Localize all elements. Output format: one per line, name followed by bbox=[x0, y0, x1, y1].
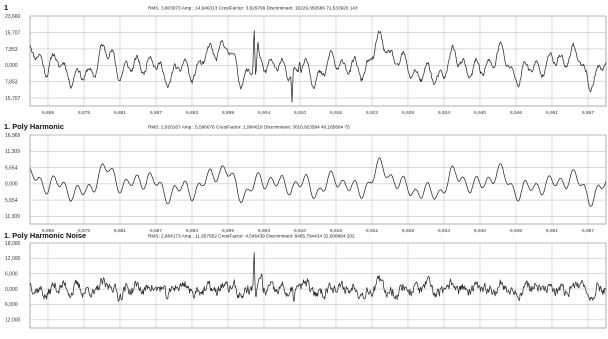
y-tick-label: 0,000 bbox=[5, 182, 18, 188]
x-tick-label: 6,875 bbox=[78, 228, 90, 234]
y-tick-label: 6,000 bbox=[5, 302, 18, 308]
x-tick-label: 6,922 bbox=[366, 110, 378, 116]
y-tick-label: 11,309 bbox=[5, 149, 20, 155]
x-tick-label: 6,869 bbox=[42, 228, 54, 234]
waveform-series bbox=[29, 30, 607, 103]
chart-stats: RMS: 2,820167 Amp.: 5,596676 CrestFactor… bbox=[148, 125, 350, 130]
y-tick-label: 5,654 bbox=[5, 198, 18, 204]
y-tick-label: 23,660 bbox=[5, 14, 21, 20]
x-tick-label: 6,957 bbox=[582, 228, 594, 234]
x-tick-label: 6,928 bbox=[402, 228, 414, 234]
y-tick-label: 0,000 bbox=[5, 287, 18, 293]
x-tick-label: 6,951 bbox=[546, 110, 558, 116]
y-tick-label: 18,000 bbox=[5, 241, 21, 247]
x-tick-label: 6,928 bbox=[402, 110, 414, 116]
x-tick-label: 6,946 bbox=[510, 110, 522, 116]
x-tick-label: 6,946 bbox=[510, 228, 522, 234]
chart-stats: RMS: 2,884173 Amp.: 11,657952 CrestFacto… bbox=[148, 234, 355, 239]
x-tick-label: 6,957 bbox=[582, 110, 594, 116]
x-tick-label: 6,893 bbox=[186, 228, 198, 234]
y-tick-label: 15,707 bbox=[5, 96, 21, 102]
x-tick-label: 6,940 bbox=[474, 228, 486, 234]
y-tick-label: 0,000 bbox=[5, 63, 18, 69]
chart-stats: RMS: 3,803073 Amp.: 14,946313 CrestFacto… bbox=[148, 6, 358, 11]
y-tick-label: 7,853 bbox=[5, 80, 18, 86]
waveform-series bbox=[29, 252, 607, 302]
y-tick-label: 12,000 bbox=[5, 256, 21, 262]
x-tick-label: 6,910 bbox=[294, 228, 306, 234]
x-tick-label: 6,951 bbox=[546, 228, 558, 234]
plot-area bbox=[29, 242, 607, 329]
y-tick-label: 16,969 bbox=[5, 133, 21, 139]
chart-panel-2: 1. Poly Harmonic RMS: 2,820167 Amp.: 5,59… bbox=[4, 122, 607, 234]
y-tick-label: 12,000 bbox=[5, 318, 21, 324]
x-tick-label: 6,922 bbox=[366, 228, 378, 234]
y-tick-label: 6,000 bbox=[5, 272, 18, 278]
x-tick-label: 6,940 bbox=[474, 110, 486, 116]
x-tick-label: 6,899 bbox=[222, 228, 234, 234]
x-tick-label: 6,934 bbox=[438, 228, 450, 234]
x-tick-label: 6,887 bbox=[150, 228, 162, 234]
x-tick-label: 6,904 bbox=[258, 110, 270, 116]
x-tick-label: 6,869 bbox=[42, 110, 54, 116]
x-tick-label: 6,916 bbox=[330, 228, 342, 234]
x-tick-label: 6,881 bbox=[114, 110, 126, 116]
y-tick-label: 5,654 bbox=[5, 165, 18, 171]
waveform-series bbox=[29, 157, 607, 207]
y-tick-label: 11,309 bbox=[5, 214, 20, 220]
x-tick-label: 6,904 bbox=[258, 228, 270, 234]
x-tick-label: 6,887 bbox=[150, 110, 162, 116]
y-tick-label: 7,853 bbox=[5, 47, 18, 53]
y-tick-label: 15,707 bbox=[5, 30, 21, 36]
x-tick-label: 6,875 bbox=[78, 110, 90, 116]
chart-panel-1: 1 RMS: 3,803073 Amp.: 14,946313 CrestFact… bbox=[4, 3, 607, 116]
chart-panel-3: 1. Poly Harmonic Noise RMS: 2,884173 Amp.… bbox=[4, 231, 607, 339]
x-tick-label: 6,881 bbox=[114, 228, 126, 234]
x-tick-label: 6,910 bbox=[294, 110, 306, 116]
x-tick-label: 6,934 bbox=[438, 110, 450, 116]
chart-title: 1. Poly Harmonic bbox=[4, 122, 64, 131]
x-tick-label: 6,899 bbox=[222, 110, 234, 116]
plot-area bbox=[29, 15, 607, 107]
plot-area bbox=[29, 134, 607, 225]
chart-title: 1 bbox=[4, 3, 8, 12]
x-tick-label: 6,893 bbox=[186, 110, 198, 116]
x-tick-label: 6,916 bbox=[330, 110, 342, 116]
chart-title: 1. Poly Harmonic Noise bbox=[4, 231, 86, 240]
